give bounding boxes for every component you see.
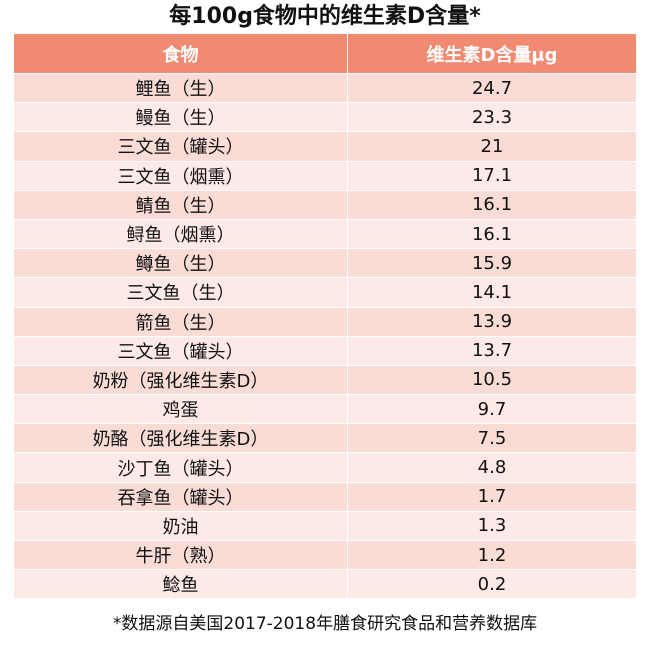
table-row: 三文鱼（罐头） 21	[14, 132, 636, 162]
table-row: 鸡蛋 9.7	[14, 395, 636, 425]
source-footnote: *数据源自美国2017-2018年膳食研究食品和营养数据库	[112, 614, 538, 634]
food-name-cell: 鳗鱼（生）	[14, 103, 348, 132]
vitamin-d-value-cell: 23.3	[471, 106, 513, 128]
table-row: 箭鱼（生） 13.9	[14, 307, 636, 337]
food-name-cell: 鸡蛋	[14, 395, 348, 424]
food-name-cell: 沙丁鱼（罐头）	[14, 453, 348, 482]
vitamin-d-value-cell: 9.7	[477, 398, 507, 420]
table-row: 三文鱼（烟熏） 17.1	[14, 161, 636, 191]
vitamin-d-value-cell: 24.7	[471, 77, 513, 99]
vitamin-d-value-cell: 1.2	[477, 544, 507, 566]
food-name-cell: 牛肝（熟）	[14, 541, 348, 570]
vitamin-d-value-cell: 4.8	[477, 457, 507, 479]
table-row: 鳗鱼（生） 23.3	[14, 103, 636, 133]
food-name-cell: 吞拿鱼（罐头）	[14, 482, 348, 511]
vitamin-d-value-cell: 16.1	[471, 194, 513, 216]
table-body: 鲤鱼（生） 24.7 鳗鱼（生） 23.3 三文鱼（罐头） 21 三文鱼（烟熏） 17.1 鲭鱼…	[14, 74, 636, 600]
table-row: 奶粉（强化维生素D） 10.5	[14, 365, 636, 396]
food-name-cell: 鲤鱼（生）	[14, 74, 348, 103]
food-name-cell: 奶酪（强化维生素D）	[14, 424, 348, 453]
table-row: 奶油 1.3	[14, 511, 636, 541]
vitamin-d-table: 食物 维生素D含量μg 鲤鱼（生） 24.7 鳗鱼（生） 23.3 三文鱼（罐头） 21 三…	[14, 34, 636, 600]
vitamin-d-value-cell: 15.9	[471, 252, 513, 274]
vitamin-d-value-cell: 13.7	[471, 340, 513, 362]
food-name-cell: 三文鱼（罐头）	[14, 132, 348, 161]
food-name-cell: 三文鱼（烟熏）	[14, 161, 348, 190]
food-name-cell: 箭鱼（生）	[14, 307, 348, 336]
vitamin-d-value-cell: 13.9	[471, 311, 513, 333]
vitamin-d-value-cell: 16.1	[471, 223, 513, 245]
table-row: 沙丁鱼（罐头） 4.8	[14, 453, 636, 483]
food-name-cell: 鲶鱼	[14, 570, 348, 599]
table-header-row: 食物 维生素D含量μg	[14, 34, 636, 74]
vitamin-d-value-cell: 10.5	[471, 369, 513, 391]
food-name-cell: 鲭鱼（生）	[14, 190, 348, 219]
food-name-cell: 奶粉（强化维生素D）	[14, 365, 348, 395]
food-name-cell: 鲟鱼（烟熏）	[14, 219, 348, 249]
table-row: 牛肝（熟） 1.2	[14, 541, 636, 571]
vitamin-d-value-cell: 0.2	[477, 573, 507, 595]
table-row: 奶酪（强化维生素D） 7.5	[14, 424, 636, 454]
vitamin-d-value-cell: 1.3	[477, 515, 507, 537]
column-header-food: 食物	[14, 34, 348, 73]
vitamin-d-value-cell: 1.7	[477, 486, 507, 508]
column-header-vitamin-d: 维生素D含量μg	[426, 44, 558, 66]
table-row: 三文鱼（生） 14.1	[14, 278, 636, 308]
vitamin-d-value-cell: 21	[480, 135, 504, 157]
table-row: 三文鱼（罐头） 13.7	[14, 336, 636, 366]
vitamin-d-value-cell: 17.1	[471, 165, 513, 187]
table-row: 鲤鱼（生） 24.7	[14, 74, 636, 104]
food-name-cell: 鳟鱼（生）	[14, 249, 348, 278]
table-row: 鲟鱼（烟熏） 16.1	[14, 219, 636, 250]
table-row: 鳟鱼（生） 15.9	[14, 249, 636, 279]
table-title: 每100g食物中的维生素D含量*	[169, 4, 481, 29]
vitamin-d-value-cell: 14.1	[471, 281, 513, 303]
table-row: 吞拿鱼（罐头） 1.7	[14, 482, 636, 512]
table-row: 鲶鱼 0.2	[14, 570, 636, 600]
food-name-cell: 三文鱼（生）	[14, 278, 348, 307]
food-name-cell: 三文鱼（罐头）	[14, 336, 348, 365]
table-row: 鲭鱼（生） 16.1	[14, 190, 636, 220]
vitamin-d-value-cell: 7.5	[477, 427, 507, 449]
food-name-cell: 奶油	[14, 511, 348, 540]
